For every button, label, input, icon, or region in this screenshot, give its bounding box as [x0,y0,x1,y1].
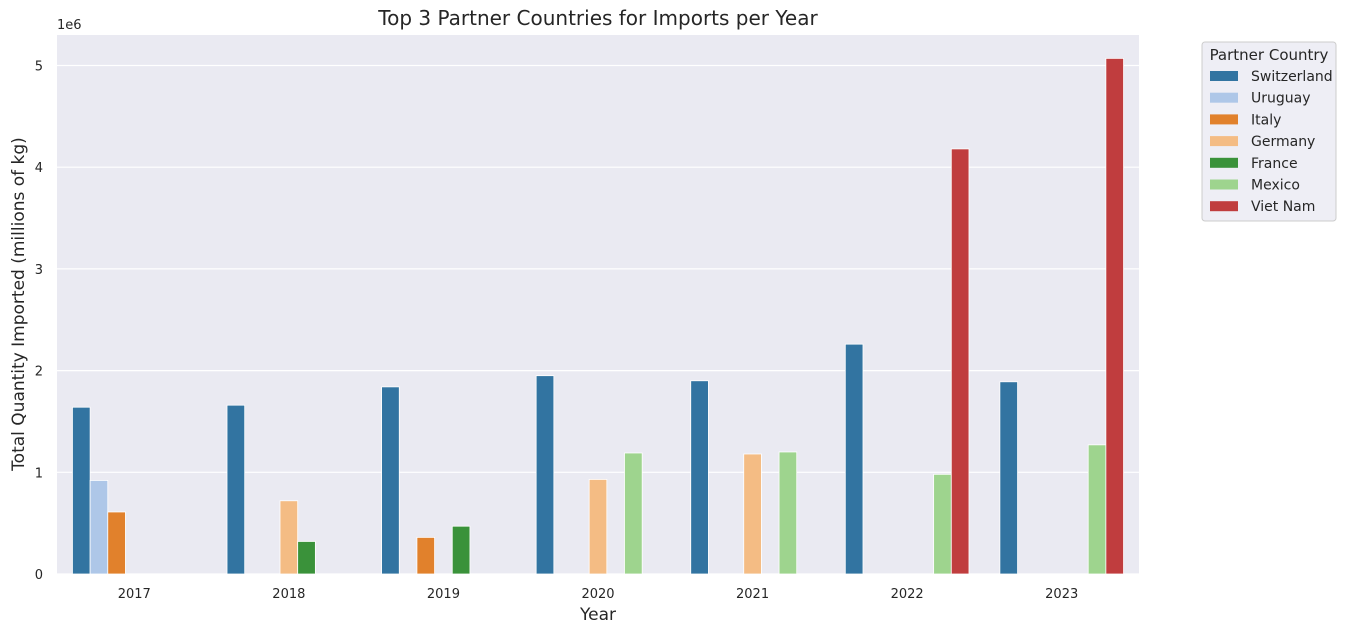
bar-viet-nam-2023 [1105,57,1124,575]
legend-label: Viet Nam [1251,199,1315,215]
bar-france-2019 [451,525,471,575]
bar-italy-2019 [416,536,435,575]
legend-swatch [1210,92,1238,103]
x-tick-label: 2018 [272,587,305,602]
bar-viet-nam-2022 [950,148,970,575]
bar-italy-2017 [107,511,126,575]
x-axis-ticks: 2017 2018 2019 2020 2021 2022 2023 [118,587,1079,602]
legend-swatch [1210,179,1238,190]
legend-frame [1201,41,1337,222]
legend-swatch [1210,136,1238,147]
bar-france-2018 [297,541,316,575]
y-tick-label: 4 [35,161,43,176]
bar-switzerland-2018 [226,404,246,575]
legend-items: Switzerland Uruguay Italy Germany France Mexi… [1210,69,1333,215]
x-axis-title: Year [579,605,616,625]
bar-germany-2020 [588,479,608,575]
bar-germany-2018 [279,500,299,575]
x-tick-label: 2021 [736,587,769,602]
legend-label: France [1251,156,1298,172]
legend-swatch [1210,157,1238,168]
legend-swatch [1210,71,1238,81]
y-axis-title: Total Quantity Imported (millions of kg) [9,137,29,472]
x-tick-label: 2023 [1045,587,1078,602]
legend: Partner Country Switzerland Uruguay Italy G… [1201,41,1337,222]
bar-switzerland-2019 [381,386,400,575]
y-offset-label: 1e6 [57,18,82,33]
bar-switzerland-2023 [999,381,1018,575]
bar-uruguay-2017 [89,480,109,575]
legend-swatch [1210,114,1238,125]
chart-title: Top 3 Partner Countries for Imports per … [377,6,818,30]
bar-switzerland-2017 [72,406,91,575]
x-tick-label: 2020 [581,587,614,602]
x-tick-label: 2019 [427,587,460,602]
bars [72,57,1124,575]
legend-label: Switzerland [1251,69,1333,85]
y-axis-ticks: 0 1 2 3 4 5 [35,60,43,583]
legend-label: Uruguay [1251,91,1311,107]
bar-mexico-2023 [1087,444,1107,575]
y-tick-label: 5 [35,60,43,75]
legend-label: Italy [1251,112,1281,128]
y-tick-label: 3 [35,263,43,278]
bar-switzerland-2022 [844,343,864,575]
y-tick-label: 0 [35,568,43,583]
y-tick-label: 2 [35,365,43,380]
legend-label: Mexico [1251,178,1300,194]
bar-switzerland-2020 [535,375,555,575]
y-tick-label: 1 [35,466,43,481]
legend-label: Germany [1251,134,1315,150]
bar-switzerland-2021 [690,380,709,575]
legend-swatch [1210,201,1238,212]
bar-germany-2021 [743,453,762,575]
bar-mexico-2021 [778,451,798,575]
bar-mexico-2022 [933,473,952,575]
legend-title: Partner Country [1210,46,1329,64]
bar-mexico-2020 [624,452,643,575]
x-tick-label: 2022 [891,587,924,602]
x-tick-label: 2017 [118,587,151,602]
